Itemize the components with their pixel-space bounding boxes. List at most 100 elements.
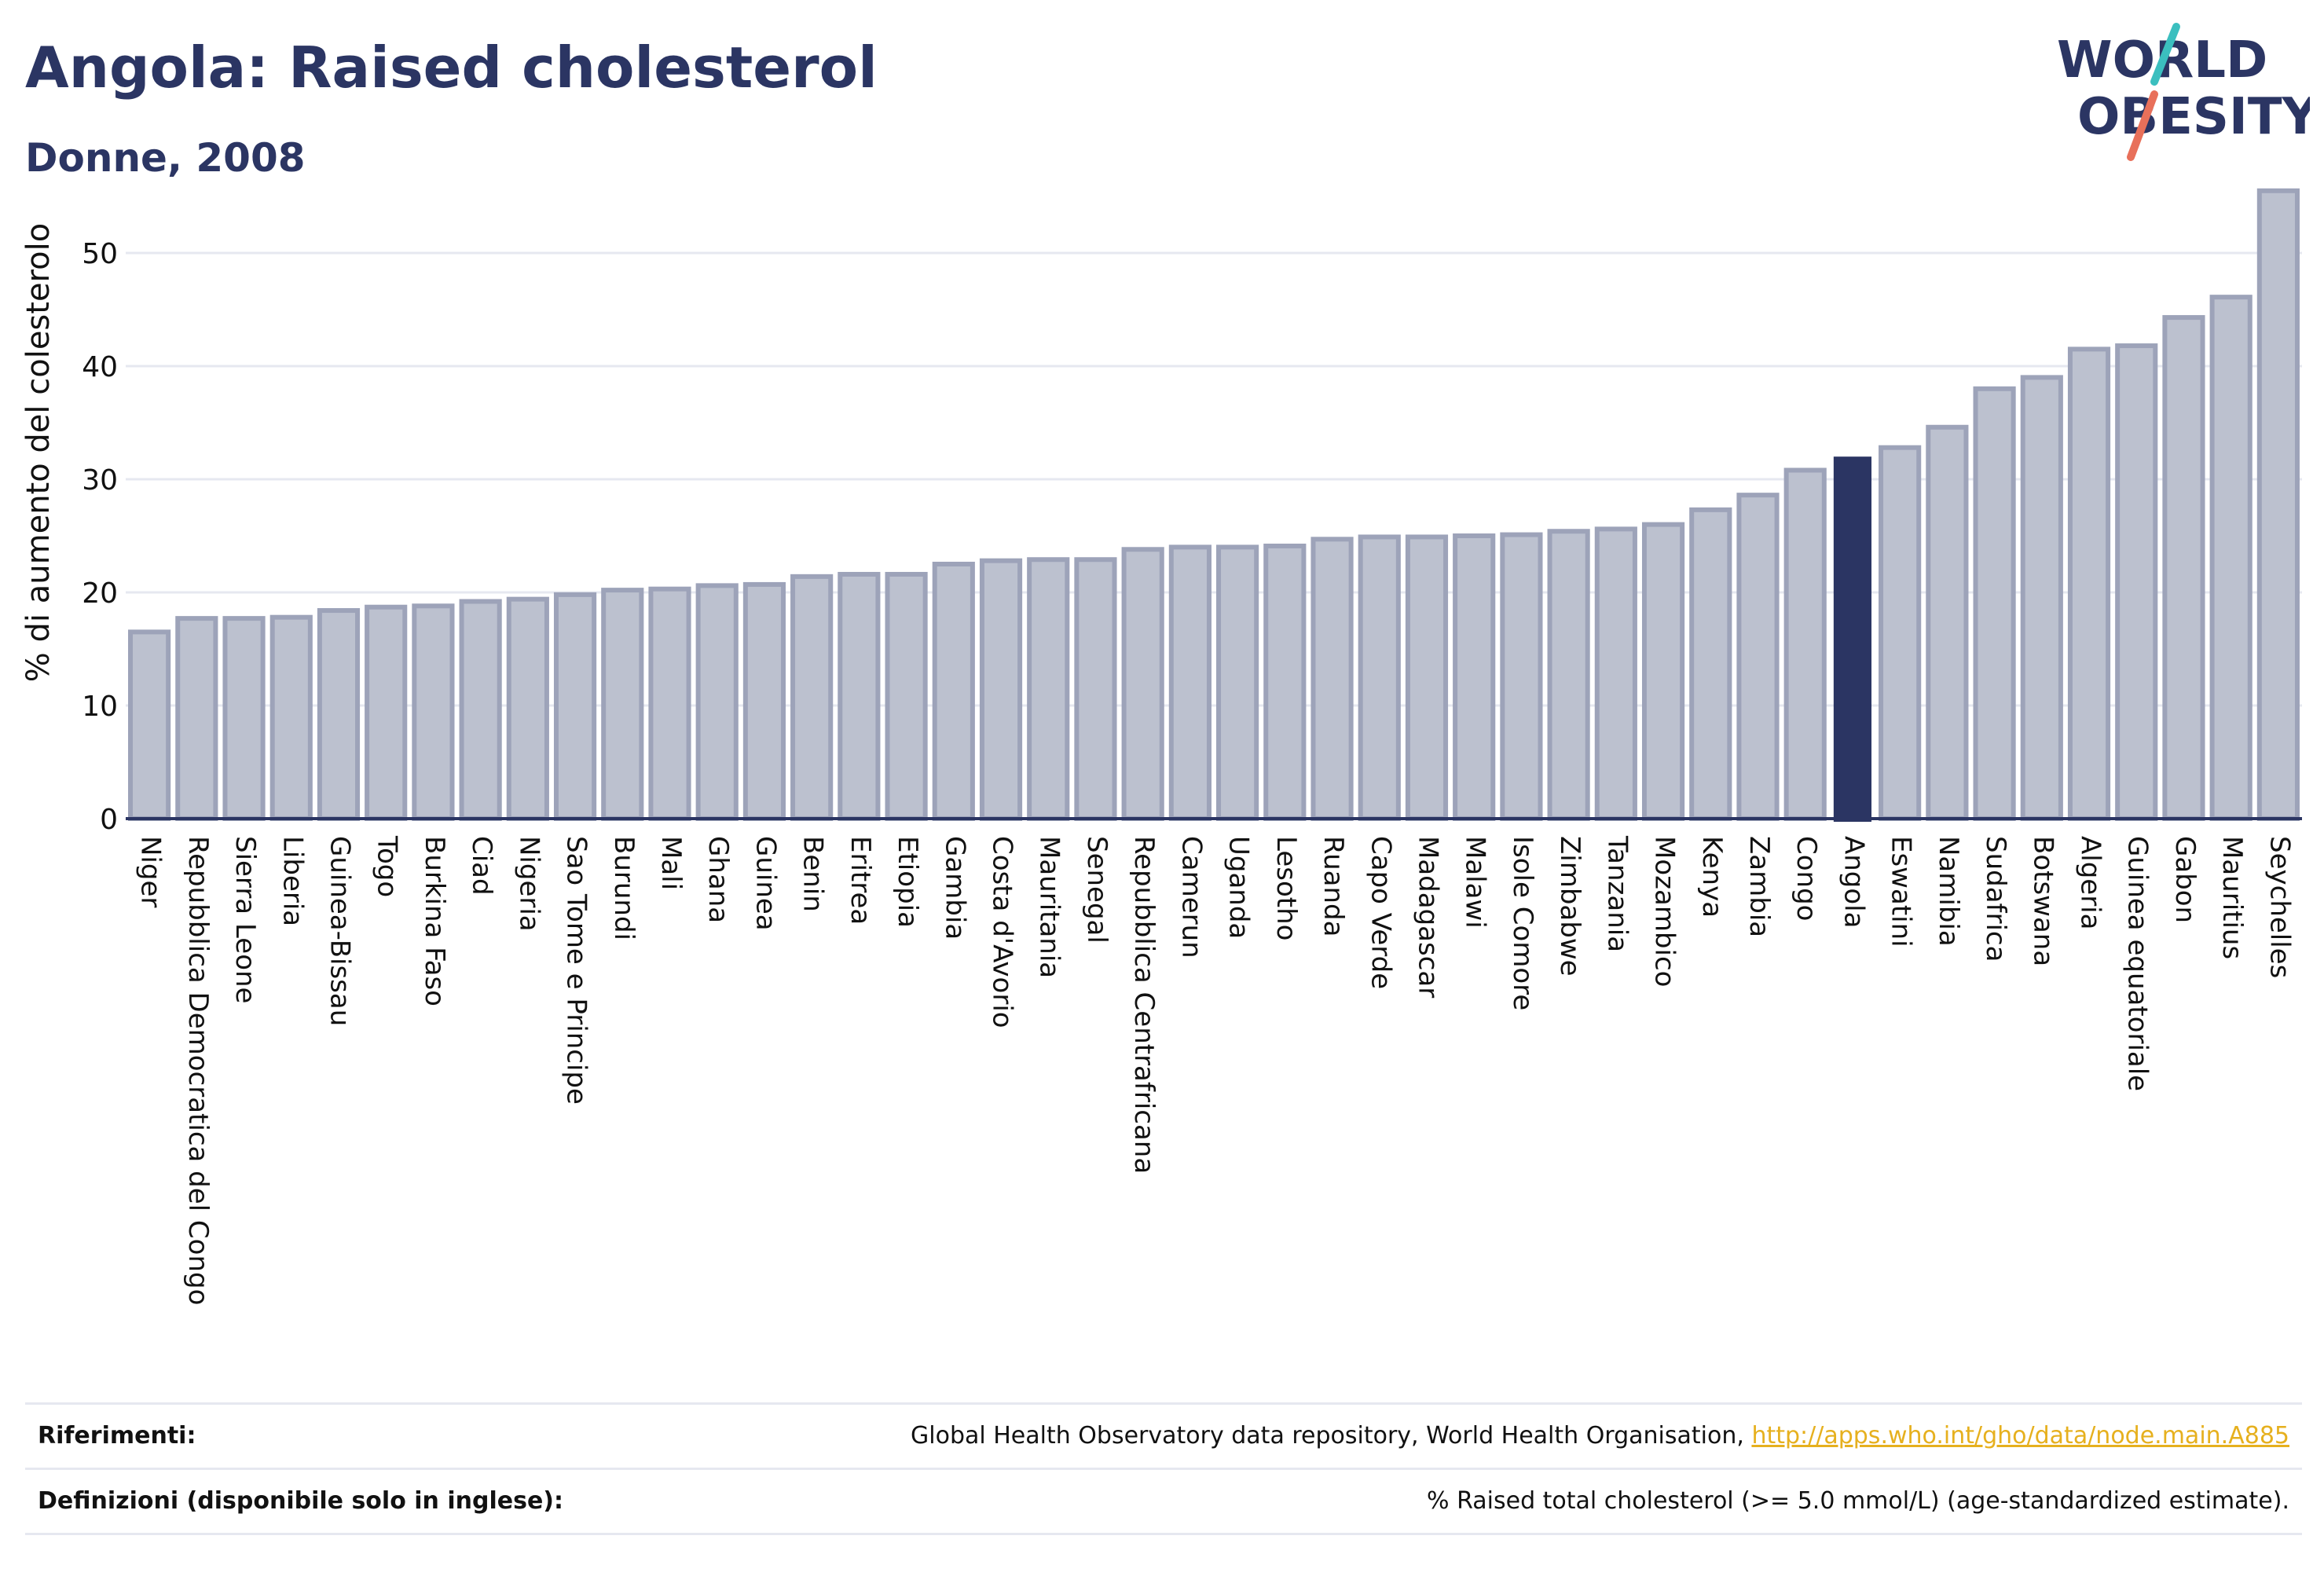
- x-tick-label: Togo: [372, 835, 403, 897]
- y-tick-label: 30: [82, 464, 118, 497]
- x-tick-label: Isole Comore: [1507, 836, 1538, 1010]
- definitions-value: % Raised total cholesterol (>= 5.0 mmol/…: [1427, 1487, 2289, 1515]
- logo-slash-coral: [2127, 90, 2158, 161]
- x-tick-label: Eritrea: [845, 836, 876, 925]
- bar-costa-d-avorio[interactable]: [979, 558, 1023, 821]
- bar-madagascar[interactable]: [1405, 534, 1449, 821]
- world-obesity-logo: WORLD OBESITY: [2057, 23, 2310, 161]
- x-tick-label: Ghana: [702, 836, 734, 923]
- x-tick-label: Angola: [1838, 836, 1869, 928]
- bar-liberia[interactable]: [269, 614, 313, 821]
- bar-uganda[interactable]: [1216, 544, 1259, 822]
- references-value: Global Health Observatory data repositor…: [911, 1422, 2289, 1450]
- bar-zambia[interactable]: [1736, 493, 1780, 821]
- bar-benin[interactable]: [790, 574, 834, 822]
- y-tick-label: 20: [82, 577, 118, 610]
- bar-guinea[interactable]: [742, 581, 786, 821]
- bar-sierra-leone[interactable]: [222, 616, 266, 821]
- x-tick-label: Mauritius: [2216, 836, 2248, 959]
- bar-gabon[interactable]: [2162, 315, 2205, 821]
- x-tick-label: Malawi: [1460, 836, 1491, 929]
- bar-niger[interactable]: [128, 629, 171, 822]
- footer-divider: [25, 1533, 2302, 1535]
- x-tick-label: Liberia: [277, 836, 308, 926]
- x-tick-label: Ciad: [466, 836, 497, 896]
- x-tick-label: Sierra Leone: [229, 836, 261, 1003]
- bar-angola[interactable]: [1833, 456, 1872, 822]
- x-tick-label: Namibia: [1933, 836, 1964, 947]
- bar-etiopia[interactable]: [885, 571, 928, 822]
- bar-mozambico[interactable]: [1641, 522, 1685, 821]
- references-link[interactable]: http://apps.who.int/gho/data/node.main.A…: [1751, 1422, 2289, 1450]
- x-tick-label: Niger: [135, 836, 167, 907]
- bar-ciad[interactable]: [459, 599, 502, 822]
- logo-line2: OBESITY: [2077, 88, 2310, 146]
- bar-gambia[interactable]: [932, 562, 975, 821]
- bar-guinea-equatoriale[interactable]: [2115, 343, 2158, 821]
- bar-mauritania[interactable]: [1027, 557, 1070, 821]
- x-tick-label: Nigeria: [513, 836, 544, 932]
- x-tick-label: Zambia: [1743, 836, 1775, 937]
- bars: [128, 188, 2300, 822]
- bar-botswana[interactable]: [2020, 375, 2063, 821]
- bar-sao-tome-e-principe[interactable]: [553, 592, 597, 821]
- bar-algeria[interactable]: [2067, 346, 2111, 821]
- bar-repubblica-democratica-del-congo[interactable]: [175, 616, 218, 821]
- bar-sudafrica[interactable]: [1973, 386, 2016, 821]
- x-tick-label: Burkina Faso: [419, 836, 450, 1006]
- y-tick-label: 40: [82, 351, 118, 383]
- bar-eritrea[interactable]: [838, 571, 881, 822]
- x-tick-labels: Niger Repubblica Democratica del Congo Sie…: [135, 835, 2296, 1305]
- x-tick-label: Mauritania: [1034, 836, 1065, 978]
- bar-eswatini[interactable]: [1879, 445, 1922, 821]
- bar-ruanda[interactable]: [1310, 537, 1354, 821]
- bar-mali[interactable]: [648, 586, 691, 821]
- x-tick-label: Burundi: [608, 836, 640, 940]
- x-tick-label: Lesotho: [1270, 836, 1302, 940]
- bar-burkina-faso[interactable]: [412, 603, 455, 822]
- x-tick-label: Sudafrica: [1980, 836, 2011, 962]
- y-tick-labels: 0 10 20 30 40 50: [82, 238, 118, 836]
- x-tick-label: Sao Tome e Principe: [561, 836, 592, 1105]
- bar-congo[interactable]: [1783, 467, 1827, 821]
- definitions-label: Definizioni (disponibile solo in inglese…: [38, 1487, 563, 1515]
- bar-kenya[interactable]: [1689, 507, 1732, 821]
- x-tick-label: Uganda: [1223, 836, 1255, 939]
- bar-togo[interactable]: [365, 604, 408, 821]
- bar-mauritius[interactable]: [2209, 295, 2253, 822]
- x-tick-label: Guinea-Bissau: [324, 836, 355, 1026]
- references-label: Riferimenti:: [38, 1422, 196, 1450]
- chart-title: Angola: Raised cholesterol: [25, 35, 878, 101]
- references-text: Global Health Observatory data repositor…: [911, 1422, 1752, 1450]
- bar-zimbabwe[interactable]: [1547, 529, 1590, 821]
- x-tick-label: Gambia: [939, 836, 970, 940]
- x-tick-label: Repubblica Democratica del Congo: [182, 836, 214, 1305]
- x-tick-label: Ruanda: [1318, 836, 1349, 936]
- x-tick-label: Tanzania: [1601, 835, 1633, 952]
- bar-repubblica-centrafricana[interactable]: [1121, 547, 1164, 822]
- bar-capo-verde[interactable]: [1358, 534, 1401, 821]
- bar-camerun[interactable]: [1168, 544, 1211, 822]
- bar-nigeria[interactable]: [506, 596, 549, 821]
- x-tick-label: Congo: [1791, 836, 1822, 921]
- bar-chart: 0 10 20 30 40 50 Niger Repubblica Democratica …: [20, 188, 2302, 1305]
- x-tick-label: Senegal: [1081, 836, 1113, 944]
- y-tick-label: 0: [100, 804, 118, 836]
- bar-isole-comore[interactable]: [1500, 532, 1543, 821]
- x-tick-label: Eswatini: [1886, 836, 1917, 947]
- bar-guinea-bissau[interactable]: [317, 608, 361, 821]
- bar-senegal[interactable]: [1074, 557, 1117, 821]
- bar-ghana[interactable]: [695, 583, 739, 821]
- x-tick-label: Costa d'Avorio: [987, 836, 1018, 1028]
- bar-lesotho[interactable]: [1263, 543, 1307, 822]
- x-tick-label: Capo Verde: [1365, 836, 1396, 989]
- y-tick-label: 50: [82, 238, 118, 270]
- bar-namibia[interactable]: [1926, 424, 1969, 821]
- x-tick-label: Botswana: [2027, 836, 2058, 966]
- x-tick-label: Guinea equatoriale: [2122, 836, 2154, 1091]
- bar-tanzania[interactable]: [1594, 526, 1637, 821]
- bar-seychelles[interactable]: [2256, 188, 2300, 822]
- bar-malawi[interactable]: [1453, 533, 1496, 821]
- bar-burundi[interactable]: [601, 588, 644, 821]
- x-tick-label: Algeria: [2075, 836, 2106, 929]
